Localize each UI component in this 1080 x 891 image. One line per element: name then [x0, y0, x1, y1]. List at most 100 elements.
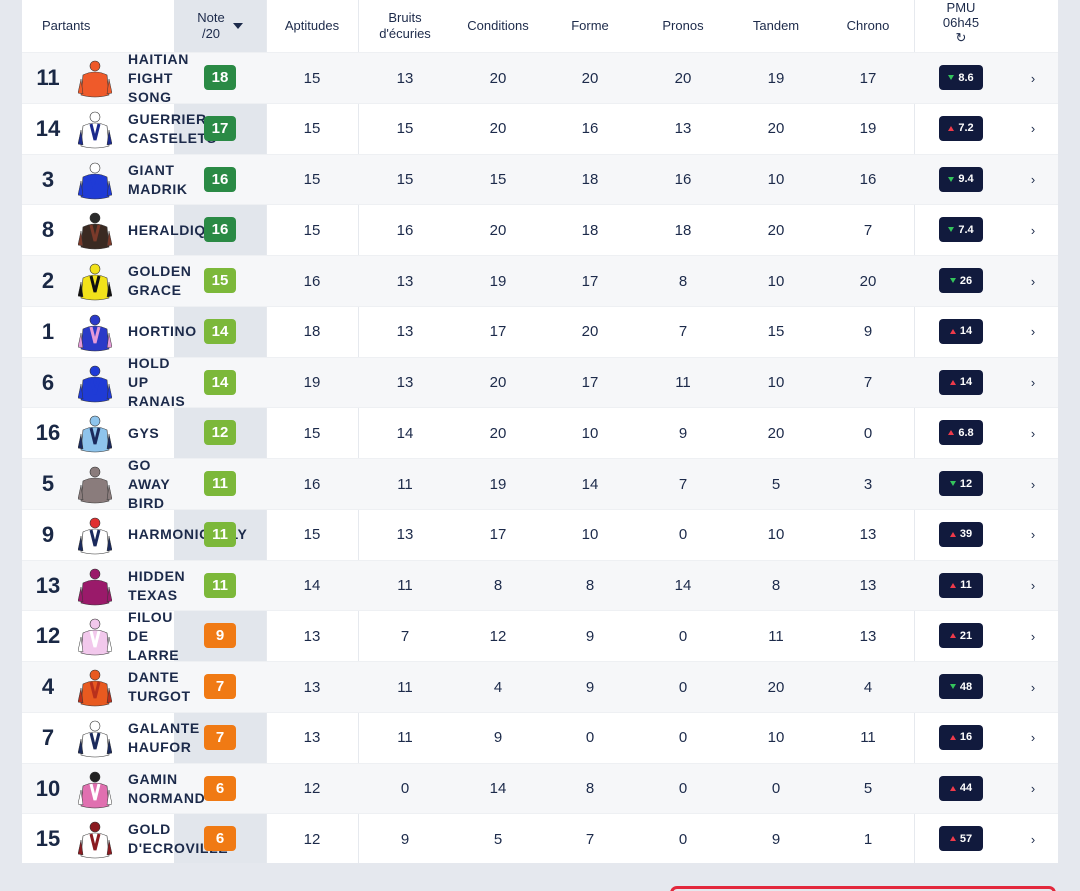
horse-name[interactable]: HOLD UP RANAIS — [128, 355, 258, 409]
bottom-action-button[interactable] — [670, 886, 1056, 891]
table-row[interactable]: 4 DANTE TURGOT 7 13 11 4 9 0 20 4 48 › — [22, 661, 1058, 712]
chevron-right-icon[interactable]: › — [1030, 222, 1036, 238]
pmu-odds-badge[interactable]: 6.8 — [939, 420, 983, 446]
horse-name[interactable]: GYS — [128, 408, 258, 458]
horse-name[interactable]: GOLDEN GRACE — [128, 256, 258, 306]
table-row[interactable]: 2 GOLDEN GRACE 15 16 13 19 17 8 10 20 26 › — [22, 255, 1058, 306]
table-row[interactable]: 14 GUERRIER CASTELETS 17 15 15 20 16 13 20 19 7.2 › — [22, 102, 1058, 154]
horse-name[interactable]: GIANT MADRIK — [128, 155, 258, 205]
pmu-odds-badge[interactable]: 11 — [939, 572, 983, 598]
header-chrono[interactable]: Chrono — [822, 0, 914, 51]
header-pronos[interactable]: Pronos — [636, 0, 730, 51]
pmu-odds-badge[interactable]: 21 — [939, 623, 983, 649]
header-partants[interactable]: Partants — [22, 0, 172, 51]
horse-name[interactable]: HORTINO — [128, 307, 258, 357]
table-row[interactable]: 11 HAITIAN FIGHT SONG 18 15 13 20 20 20 19 17 8.6 › — [22, 51, 1058, 105]
table-row[interactable]: 3 GIANT MADRIK 16 15 15 15 18 16 10 16 9.4 › — [22, 153, 1058, 205]
chevron-right-icon[interactable]: › — [1030, 121, 1036, 137]
table-row[interactable]: 13 HIDDEN TEXAS 11 14 11 8 8 14 8 13 11 › — [22, 559, 1058, 611]
chevron-right-icon[interactable]: › — [1030, 172, 1036, 187]
horse-name[interactable]: FILOU DE LARRE — [128, 609, 258, 663]
score-forme: 20 — [581, 323, 599, 341]
chevron-right-icon[interactable]: › — [1030, 324, 1036, 340]
pmu-odds-badge[interactable]: 9.4 — [939, 166, 983, 192]
table-row[interactable]: 7 GALANTE HAUFOR 7 13 11 9 0 0 10 11 16 › — [22, 711, 1058, 763]
chevron-right-icon[interactable]: › — [1030, 476, 1036, 492]
chevron-right-icon[interactable]: › — [1030, 730, 1036, 746]
chevron-right-icon[interactable]: › — [1030, 425, 1036, 441]
horse-name[interactable]: GOLD D'ECROVILLE — [128, 814, 258, 864]
score-apt: 15 — [303, 69, 321, 87]
pmu-odds-badge[interactable]: 7.4 — [939, 217, 983, 243]
score-apt: 16 — [303, 272, 321, 290]
header-pmu-time: 06h45 — [942, 15, 980, 30]
score-tandem: 10 — [767, 729, 785, 747]
score-tandem: 10 — [767, 171, 785, 188]
horse-name[interactable]: GO AWAY BIRD — [128, 457, 258, 511]
chevron-right-icon[interactable]: › — [1030, 273, 1036, 289]
note-badge: 15 — [204, 268, 236, 293]
pmu-odds-badge[interactable]: 39 — [939, 521, 983, 547]
score-chrono: 19 — [859, 120, 877, 138]
header-pmu[interactable]: PMU 06h45 ↻ — [914, 0, 1008, 51]
header-conditions[interactable]: Conditions — [452, 0, 544, 51]
horse-name[interactable]: HAITIAN FIGHT SONG — [128, 51, 258, 105]
pmu-odds-badge[interactable]: 26 — [939, 268, 983, 293]
pmu-odds-badge[interactable]: 48 — [939, 674, 983, 699]
runner-number: 11 — [36, 65, 60, 90]
table-row[interactable]: 8 HERALDIQ 16 15 16 20 18 18 20 7 7.4 › — [22, 204, 1058, 255]
table-row[interactable]: 1 HORTINO 14 18 13 17 20 7 15 9 14 › — [22, 305, 1058, 357]
score-chrono: 5 — [863, 780, 873, 797]
score-forme: 10 — [581, 424, 599, 442]
table-row[interactable]: 10 GAMIN NORMAND 6 12 0 14 8 0 0 5 44 › — [22, 762, 1058, 814]
jockey-silk-icon — [77, 110, 113, 150]
chevron-right-icon[interactable]: › — [1030, 578, 1036, 593]
table-row[interactable]: 9 HARMONICALLY 11 15 13 17 10 0 10 13 39 › — [22, 508, 1058, 560]
trend-down-icon — [949, 684, 956, 689]
table-row[interactable]: 16 GYS 12 15 14 20 10 9 20 0 6.8 › — [22, 407, 1058, 458]
pmu-odds-badge[interactable]: 16 — [939, 724, 983, 750]
pmu-odds-badge[interactable]: 12 — [939, 471, 983, 496]
chevron-right-icon[interactable]: › — [1030, 375, 1036, 390]
runner-number: 2 — [41, 268, 55, 293]
pmu-odds-value: 16 — [959, 731, 973, 744]
pmu-odds-value: 48 — [959, 680, 973, 693]
horse-name[interactable]: GAMIN NORMAND — [128, 764, 258, 814]
header-tandem[interactable]: Tandem — [730, 0, 822, 51]
header-forme[interactable]: Forme — [544, 0, 636, 51]
horse-name[interactable]: DANTE TURGOT — [128, 662, 258, 712]
pmu-odds-badge[interactable]: 8.6 — [939, 65, 983, 90]
chevron-right-icon[interactable]: › — [1030, 831, 1036, 847]
jockey-silk-icon — [77, 770, 113, 810]
chevron-right-icon[interactable]: › — [1030, 781, 1036, 796]
horse-name[interactable]: HIDDEN TEXAS — [128, 561, 258, 611]
jockey-silk-icon — [77, 617, 113, 657]
score-chrono: 20 — [859, 272, 877, 290]
table-row[interactable]: 15 GOLD D'ECROVILLE 6 12 9 5 7 0 9 1 57 › — [22, 813, 1058, 864]
horse-name[interactable]: GUERRIER CASTELETS — [128, 104, 258, 154]
refresh-icon[interactable]: ↻ — [955, 30, 967, 45]
pmu-odds-badge[interactable]: 57 — [939, 826, 983, 852]
note-badge: 12 — [204, 420, 236, 446]
table-row[interactable]: 6 HOLD UP RANAIS 14 19 13 20 17 11 10 7 14 › — [22, 355, 1058, 409]
chevron-right-icon[interactable]: › — [1030, 70, 1036, 86]
chevron-right-icon[interactable]: › — [1030, 679, 1036, 695]
pmu-odds-badge[interactable]: 14 — [939, 369, 983, 395]
table-row[interactable]: 5 GO AWAY BIRD 11 16 11 19 14 7 5 3 12 › — [22, 457, 1058, 511]
pmu-odds-value: 9.4 — [958, 173, 974, 185]
horse-name[interactable]: HARMONICALLY — [128, 510, 258, 560]
chevron-right-icon[interactable]: › — [1030, 628, 1036, 644]
pmu-odds-badge[interactable]: 44 — [939, 775, 983, 801]
chevron-right-icon[interactable]: › — [1030, 527, 1036, 543]
jockey-silk-icon — [77, 364, 113, 404]
pmu-odds-badge[interactable]: 7.2 — [939, 115, 983, 141]
horse-name[interactable]: GALANTE HAUFOR — [128, 713, 258, 763]
header-aptitudes[interactable]: Aptitudes — [266, 0, 358, 51]
horse-name-line: SONG — [128, 88, 172, 105]
horse-name[interactable]: HERALDIQ — [128, 205, 258, 255]
pmu-odds-badge[interactable]: 14 — [939, 318, 983, 344]
score-apt: 13 — [303, 678, 321, 696]
table-row[interactable]: 12 FILOU DE LARRE 9 13 7 12 9 0 11 13 21 › — [22, 609, 1058, 663]
header-note-sort[interactable]: Note /20 — [174, 0, 266, 51]
header-bruits[interactable]: Bruits d'écuries — [358, 0, 452, 51]
